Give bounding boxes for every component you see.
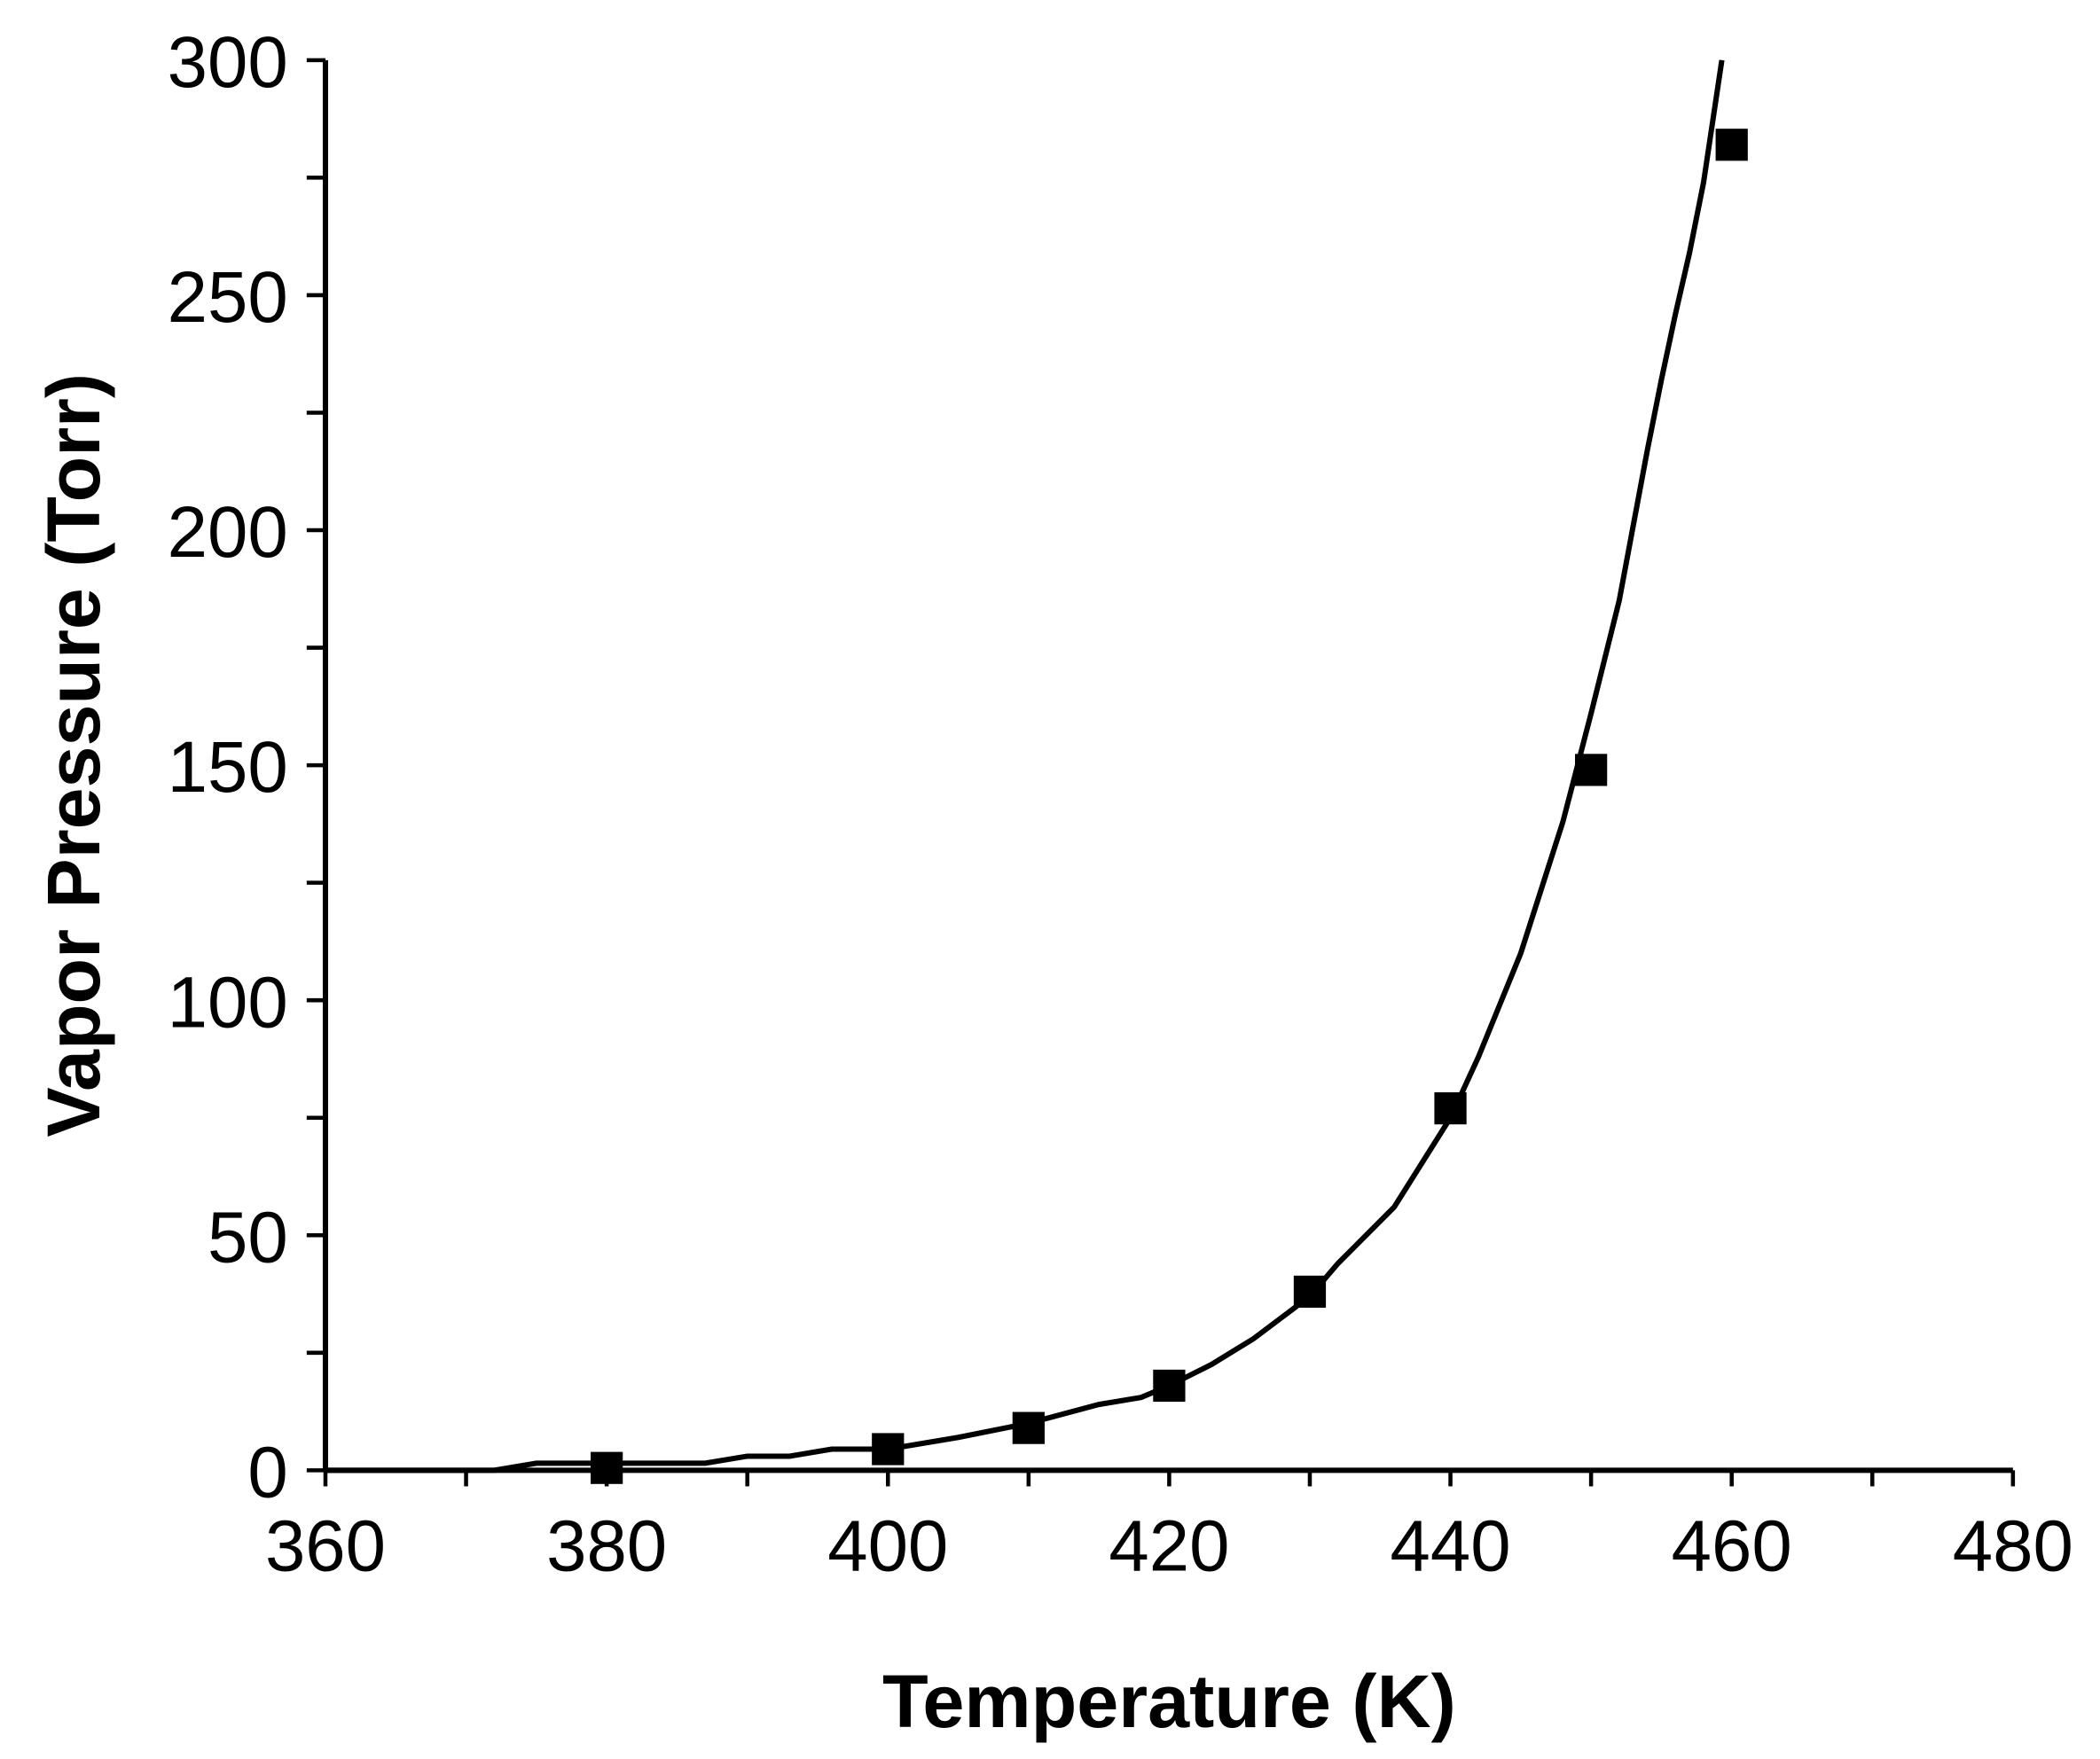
y-tick-label: 200 [168, 492, 288, 573]
x-tick-label: 360 [265, 1505, 386, 1586]
y-tick-label: 150 [168, 727, 288, 808]
y-tick-label: 300 [168, 22, 288, 103]
data-point [1012, 1411, 1045, 1444]
y-tick-label: 50 [208, 1197, 288, 1278]
fit-line [325, 59, 1725, 1474]
x-tick-label: 480 [1953, 1505, 2073, 1586]
data-point [1575, 754, 1608, 786]
data-point [872, 1433, 905, 1466]
data-point [1434, 1092, 1467, 1125]
data-point [1715, 129, 1748, 161]
x-tick-label: 380 [546, 1505, 667, 1586]
data-point [591, 1451, 623, 1484]
x-tick-label: 420 [1109, 1505, 1229, 1586]
data-point [1293, 1275, 1327, 1308]
x-axis-label: Temperature (K) [882, 1660, 1456, 1743]
data-point [1153, 1369, 1186, 1403]
y-tick-label: 100 [168, 962, 288, 1043]
y-tick-label: 0 [247, 1433, 287, 1513]
x-tick-label: 400 [827, 1505, 948, 1586]
x-tick-label: 460 [1672, 1505, 1792, 1586]
y-axis-label: Vapor Pressure (Torr) [32, 373, 115, 1137]
y-tick-label: 250 [168, 257, 288, 338]
x-tick-label: 440 [1391, 1505, 1511, 1586]
